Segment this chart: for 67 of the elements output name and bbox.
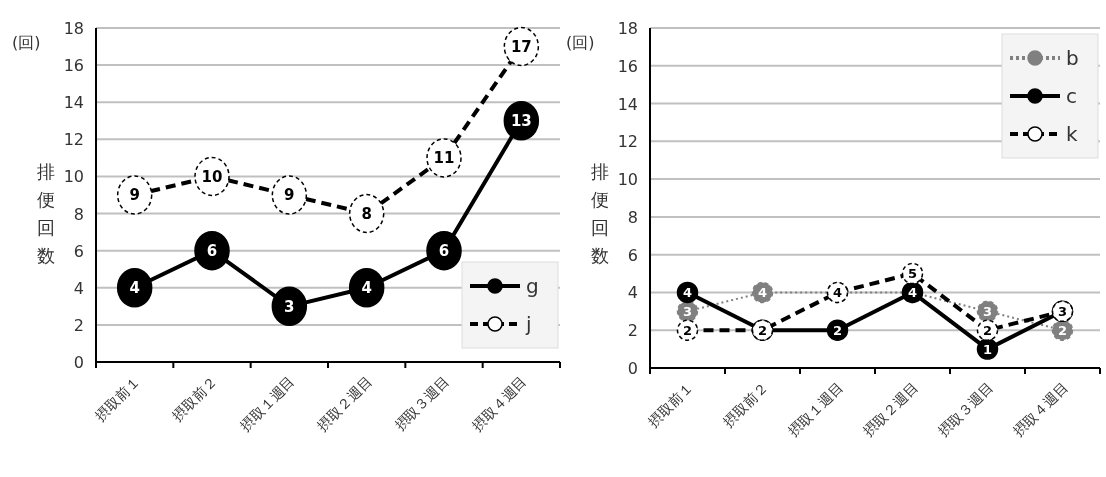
data-label: 2 bbox=[982, 322, 993, 338]
data-label: 2 bbox=[682, 322, 693, 338]
y-tick-label: 12 bbox=[63, 130, 84, 150]
x-tick-label: 摂取１週目 bbox=[784, 378, 846, 440]
data-label: 4 bbox=[757, 285, 768, 301]
data-label: 4 bbox=[832, 285, 843, 301]
y-tick-label: 18 bbox=[617, 19, 638, 38]
y-tick-label: 6 bbox=[627, 245, 638, 265]
y-tick-label: 2 bbox=[73, 315, 84, 335]
data-label: 13 bbox=[510, 112, 532, 131]
x-tick-label: 摂取３週目 bbox=[934, 378, 996, 440]
data-label: 6 bbox=[206, 242, 218, 261]
x-tick-label: 摂取１週目 bbox=[236, 372, 298, 434]
y-tick-label: 4 bbox=[73, 278, 84, 298]
data-label: 9 bbox=[284, 186, 295, 205]
data-label: 1 bbox=[982, 341, 993, 357]
data-label: 2 bbox=[832, 322, 843, 338]
y-axis-title: 排便回数 bbox=[37, 161, 55, 266]
x-tick-label: 摂取前２ bbox=[169, 372, 221, 424]
legend-label: g bbox=[526, 274, 539, 298]
y-axis-title: 排便回数 bbox=[591, 161, 609, 266]
y-tick-label: 0 bbox=[73, 353, 84, 372]
x-tick-label: 摂取４週目 bbox=[468, 372, 530, 434]
data-label: 2 bbox=[757, 322, 768, 338]
data-label: 4 bbox=[682, 285, 693, 301]
y-tick-label: 18 bbox=[63, 19, 84, 38]
y-tick-label: 2 bbox=[627, 321, 638, 341]
x-tick-label: 摂取２週目 bbox=[859, 378, 921, 440]
y-tick-label: 14 bbox=[617, 94, 638, 114]
legend-label: c bbox=[1066, 84, 1077, 108]
legend-label: j bbox=[525, 312, 532, 336]
data-label: 5 bbox=[907, 266, 918, 282]
y-tick-label: 6 bbox=[73, 241, 84, 261]
data-label: 3 bbox=[682, 304, 693, 320]
y-tick-label: 12 bbox=[617, 132, 638, 152]
data-label: 9 bbox=[129, 186, 140, 205]
x-tick-label: 摂取３週目 bbox=[391, 372, 453, 434]
x-tick-label: 摂取前１ bbox=[91, 372, 143, 424]
data-label: 4 bbox=[361, 279, 372, 298]
x-tick-label: 摂取前２ bbox=[719, 378, 771, 430]
x-tick-label: 摂取前１ bbox=[644, 378, 696, 430]
data-label: 4 bbox=[907, 285, 918, 301]
data-label: 3 bbox=[284, 297, 295, 316]
y-tick-label: 16 bbox=[63, 56, 84, 76]
data-label: 10 bbox=[201, 167, 223, 186]
legend-label: k bbox=[1066, 122, 1078, 146]
y-tick-label: 10 bbox=[63, 167, 84, 187]
legend-label: b bbox=[1066, 46, 1079, 70]
y-tick-label: 8 bbox=[627, 207, 638, 227]
data-label: 3 bbox=[1057, 304, 1068, 320]
data-label: 17 bbox=[510, 37, 532, 56]
y-tick-label: 14 bbox=[63, 93, 84, 113]
data-label: 3 bbox=[982, 304, 993, 320]
y-tick-label: 0 bbox=[627, 359, 638, 378]
text: (回) bbox=[566, 33, 595, 52]
text: (回) bbox=[12, 33, 41, 52]
data-label: 8 bbox=[361, 204, 372, 223]
y-tick-label: 4 bbox=[627, 283, 638, 303]
data-label: 4 bbox=[129, 279, 140, 298]
y-tick-label: 10 bbox=[617, 170, 638, 190]
data-label: 6 bbox=[438, 242, 450, 261]
data-label: 11 bbox=[433, 149, 455, 168]
x-tick-label: 摂取４週目 bbox=[1009, 378, 1071, 440]
data-label: 2 bbox=[1057, 322, 1068, 338]
y-tick-label: 16 bbox=[617, 56, 638, 76]
x-tick-label: 摂取２週目 bbox=[313, 372, 375, 434]
y-tick-label: 8 bbox=[73, 204, 84, 224]
